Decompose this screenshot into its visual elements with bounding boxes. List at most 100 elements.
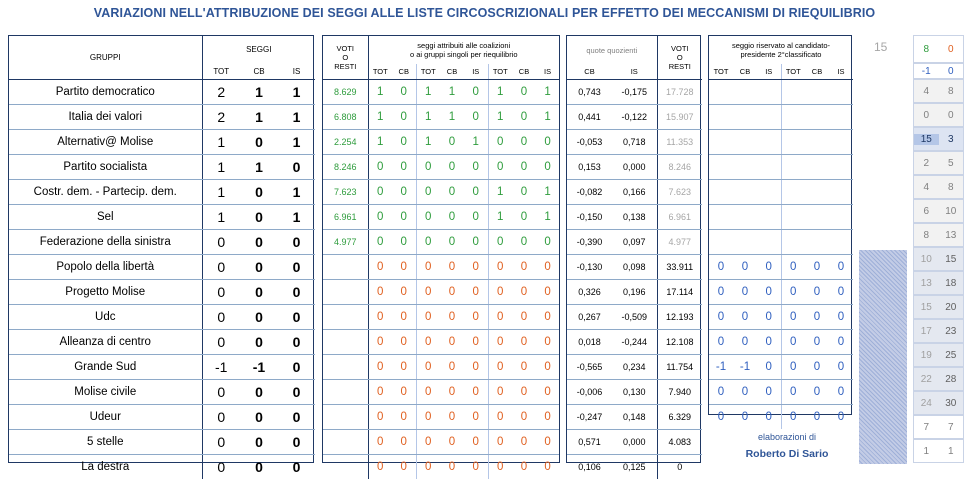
group-name: Italia dei valori [9, 105, 202, 130]
header-riservato: seggio riservato al candidato-presidente… [709, 36, 853, 64]
seats-tot: 1 [202, 155, 240, 180]
remainder-value: 33.911 [657, 255, 702, 280]
counter-b: 28 [939, 374, 964, 385]
coalition-seat-0: 1 [368, 130, 392, 155]
coalition-seat-0: 1 [368, 105, 392, 130]
reserved-seat-2 [757, 155, 781, 180]
coalition-seat-0: 0 [368, 405, 392, 430]
seats-tot: 0 [202, 280, 240, 305]
seats-is: 1 [278, 130, 315, 155]
quotient-is: 0,125 [612, 455, 657, 479]
seats-tot: 1 [202, 205, 240, 230]
seats-cb: 0 [240, 380, 278, 405]
reserved-seat-4: 0 [805, 305, 829, 330]
votes-remainder: 7.623 [323, 180, 368, 205]
coalition-seat-6: 0 [512, 180, 536, 205]
group-name: Popolo della libertà [9, 255, 202, 280]
hatched-area [859, 250, 907, 464]
coal-header-cb3: CB [512, 64, 536, 80]
reserved-seat-4 [805, 80, 829, 105]
reserved-seat-3: 0 [781, 355, 805, 380]
quotient-is: 0,097 [612, 230, 657, 255]
group-name: Alternativ@ Molise [9, 130, 202, 155]
counter-b: 20 [939, 302, 964, 313]
coalition-seat-3: 0 [440, 155, 464, 180]
coalition-seat-4: 0 [464, 80, 488, 105]
seats-tot: 1 [202, 180, 240, 205]
reserved-seat-0: 0 [709, 305, 733, 330]
seats-is: 0 [278, 155, 315, 180]
votes-remainder: 6.808 [323, 105, 368, 130]
quotient-is: 0,098 [612, 255, 657, 280]
group-name: Molise civile [9, 380, 202, 405]
seats-tot: 2 [202, 80, 240, 105]
coalition-seat-0: 0 [368, 330, 392, 355]
seats-cb: 0 [240, 305, 278, 330]
seats-is: 1 [278, 205, 315, 230]
seats-is: 0 [278, 430, 315, 455]
seats-is: 0 [278, 255, 315, 280]
quotient-is: 0,196 [612, 280, 657, 305]
quotient-cb: 0,571 [567, 430, 612, 455]
coalition-seat-2: 0 [416, 405, 440, 430]
header-is: IS [278, 64, 315, 80]
coalition-seat-3: 0 [440, 405, 464, 430]
reserved-seat-1: -1 [733, 355, 757, 380]
coalition-seat-7: 1 [536, 105, 559, 130]
coalition-seat-6: 0 [512, 105, 536, 130]
coalition-seat-2: 0 [416, 330, 440, 355]
coalition-seat-5: 0 [488, 280, 512, 305]
reserved-row [709, 155, 853, 180]
coalition-seat-3: 0 [440, 280, 464, 305]
reserved-seat-0 [709, 205, 733, 230]
counter-b: 13 [939, 230, 964, 241]
coalition-seat-4: 0 [464, 205, 488, 230]
coal-header-tot3: TOT [488, 64, 512, 80]
coalition-seat-7: 0 [536, 455, 559, 479]
reserved-seat-2: 0 [757, 280, 781, 305]
counter-a: 19 [914, 350, 939, 361]
remainder-value: 12.193 [657, 305, 702, 330]
counter-a: -1 [914, 66, 939, 77]
coalition-seat-0: 0 [368, 305, 392, 330]
coalition-seat-6: 0 [512, 305, 536, 330]
counter-b: 25 [939, 350, 964, 361]
coalition-seat-3: 0 [440, 380, 464, 405]
counter-a: 13 [914, 278, 939, 289]
group-name: Udeur [9, 405, 202, 430]
coalition-seat-7: 0 [536, 155, 559, 180]
quotient-cb: -0,150 [567, 205, 612, 230]
reserved-seat-4: 0 [805, 255, 829, 280]
remainder-value: 17.114 [657, 280, 702, 305]
quotient-cb: 0,267 [567, 305, 612, 330]
seats-cb: 0 [240, 230, 278, 255]
group-name: Federazione della sinistra [9, 230, 202, 255]
coalition-seat-4: 0 [464, 405, 488, 430]
coalition-seat-7: 0 [536, 330, 559, 355]
reserved-seat-5: 0 [829, 255, 853, 280]
ris-header-tot2: TOT [781, 64, 805, 80]
coalition-seat-2: 0 [416, 255, 440, 280]
reserved-seat-1 [733, 180, 757, 205]
seats-is: 0 [278, 280, 315, 305]
seats-tot: 1 [202, 130, 240, 155]
seats-cb: 0 [240, 180, 278, 205]
reserved-seat-2 [757, 205, 781, 230]
header-tot: TOT [202, 64, 240, 80]
quotient-is: 0,000 [612, 155, 657, 180]
